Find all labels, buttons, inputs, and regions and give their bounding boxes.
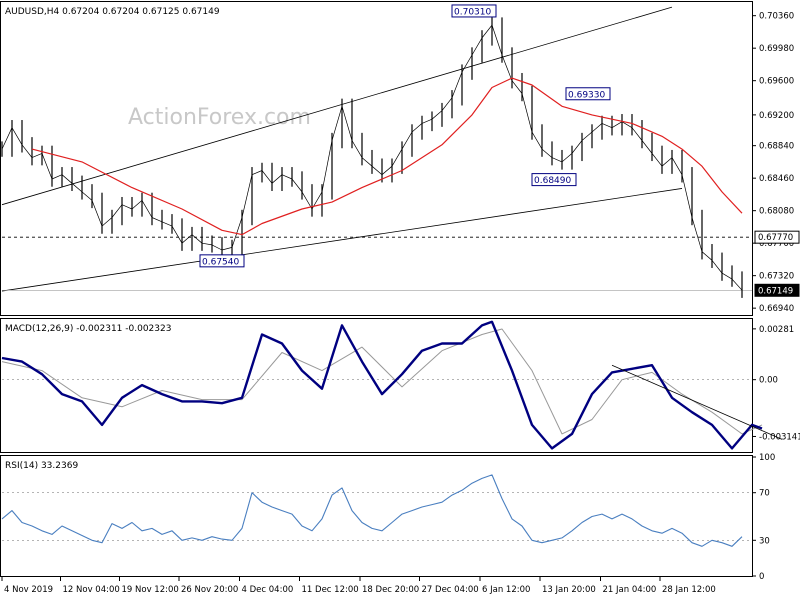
- channel-trendline: [1, 188, 683, 292]
- macd-y-tick-label: -0.003141: [759, 432, 800, 442]
- price-panel: [0, 1, 753, 316]
- price-annotation-label: 0.68490: [534, 176, 571, 186]
- channel-trendline: [1, 6, 673, 206]
- level-label-box: [754, 283, 800, 297]
- axis-labels: 0.70360 0.69980 0.69600 0.69200 0.68840 0.684…: [1, 12, 800, 595]
- x-tick-label: 6 Jan 12:00: [482, 585, 530, 595]
- rsi-line: [1, 474, 743, 547]
- macd-line: [1, 320, 763, 450]
- macd-panel-title: MACD(12,26,9) -0.002311 -0.002323: [5, 324, 171, 334]
- price-panel-title: AUDUSD,H4 0.67204 0.67204 0.67125 0.6714…: [5, 7, 220, 17]
- price-y-tick-label: 0.68460: [759, 174, 794, 184]
- price-annotation-box: [565, 87, 611, 101]
- rsi-panel-title: RSI(14) 33.2369: [5, 461, 78, 471]
- price-y-tick-label: 0.67320: [759, 272, 794, 282]
- price-annotation-box: [531, 173, 577, 187]
- price-y-tick-label: 0.69600: [759, 77, 794, 87]
- price-annotation-label: 0.69330: [568, 90, 605, 100]
- rsi-panel: [0, 455, 753, 577]
- x-tick-label: 18 Dec 20:00: [362, 585, 419, 595]
- level-label-box: [754, 230, 800, 244]
- x-tick-label: 19 Nov 12:00: [122, 585, 179, 595]
- x-tick-label: 11 Dec 12:00: [302, 585, 359, 595]
- rsi-y-tick-label: 100: [759, 453, 775, 463]
- price-y-tick-label: 0.69980: [759, 44, 794, 54]
- macd-panel: [0, 318, 753, 453]
- level-label: 0.67149: [758, 286, 793, 296]
- level-label: 0.67770: [758, 233, 793, 243]
- macd-trendline: [611, 364, 783, 440]
- price-y-tick-label: 0.68840: [759, 142, 794, 152]
- price-annotation-box: [199, 254, 245, 268]
- x-tick-label: 4 Nov 2019: [4, 585, 53, 595]
- macd-plot: [1, 320, 783, 450]
- rsi-y-tick-label: 0: [759, 572, 764, 582]
- x-tick-label: 21 Jan 04:00: [603, 585, 657, 595]
- x-tick-label: 26 Nov 20:00: [181, 585, 238, 595]
- price-plot: 0.70310 0.69330 0.68490 0.67540: [1, 4, 752, 298]
- moving-average-line: [31, 77, 743, 236]
- x-tick-label: 28 Jan 12:00: [662, 585, 716, 595]
- price-y-tick-label: 0.67700: [759, 239, 794, 249]
- rsi-y-tick-label: 70: [759, 489, 770, 499]
- price-line: [1, 24, 743, 291]
- price-y-tick-label: 0.69200: [759, 111, 794, 121]
- price-annotation-label: 0.70310: [454, 7, 491, 17]
- x-tick-label: 4 Dec 04:00: [242, 585, 294, 595]
- rsi-plot: [1, 474, 752, 547]
- price-y-tick-label: 0.70360: [759, 12, 794, 22]
- macd-y-tick-label: 0.00: [759, 376, 778, 386]
- price-y-tick-label: 0.66940: [759, 304, 794, 314]
- watermark: ActionForex.com: [128, 105, 311, 130]
- x-tick-label: 27 Dec 04:00: [422, 585, 479, 595]
- macd-y-tick-label: 0.00281: [759, 325, 794, 335]
- price-annotation-label: 0.67540: [202, 257, 239, 267]
- price-annotation-box: [451, 4, 497, 18]
- x-tick-label: 13 Jan 20:00: [542, 585, 596, 595]
- price-y-tick-label: 0.68080: [759, 207, 794, 217]
- x-tick-label: 12 Nov 04:00: [63, 585, 120, 595]
- rsi-y-tick-label: 30: [759, 536, 770, 546]
